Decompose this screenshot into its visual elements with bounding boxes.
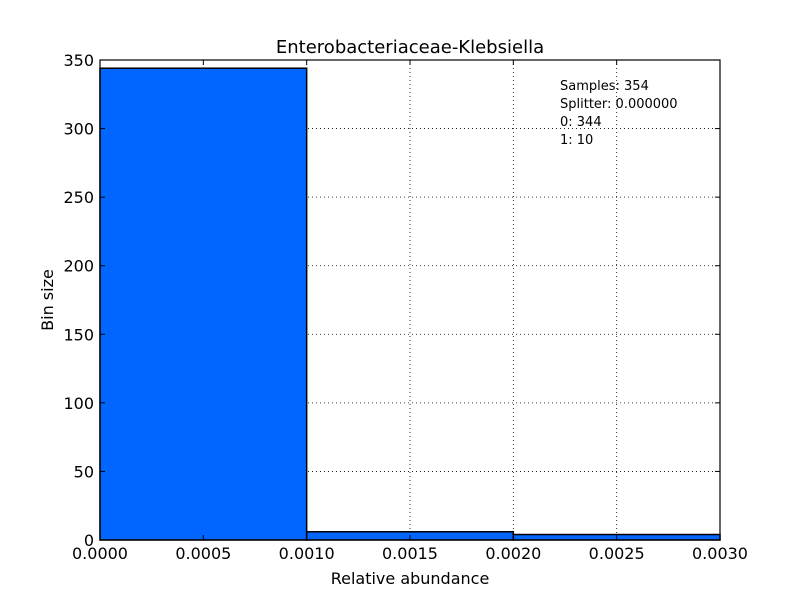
axis-ticks [99,59,721,541]
y-tick-label: 350 [63,51,94,70]
x-tick-label: 0.0025 [589,544,645,563]
chart-title: Enterobacteriaceae-Klebsiella [276,37,544,58]
y-tick-labels: 0 50 100 150 200 250 300 350 [63,51,94,550]
x-tick-label: 0.0000 [72,544,128,563]
y-tick-label: 100 [63,394,94,413]
x-tick-label: 0.0010 [279,544,335,563]
y-axis-label: Bin size [38,269,57,331]
x-tick-label: 0.0030 [692,544,748,563]
stats-annotation: Samples: 354 Splitter: 0.000000 0: 344 1: 1… [560,79,678,148]
y-tick-label: 200 [63,257,94,276]
x-tick-labels: 0.0000 0.0005 0.0010 0.0015 0.0020 0.0025 0.00… [72,544,748,563]
annotation-line: Samples: 354 [560,79,649,94]
x-tick-label: 0.0015 [382,544,438,563]
y-tick-label: 250 [63,188,94,207]
x-tick-label: 0.0020 [485,544,541,563]
annotation-line: 1: 10 [560,133,593,148]
y-tick-label: 300 [63,120,94,139]
y-tick-label: 150 [63,325,94,344]
histogram-bar-0 [99,67,308,541]
y-tick-label: 50 [74,462,94,481]
annotation-line: 0: 344 [560,115,602,130]
y-tick-label: 0 [84,531,94,550]
x-axis-label: Relative abundance [331,569,490,588]
x-tick-label: 0.0005 [175,544,231,563]
annotation-line: Splitter: 0.000000 [560,97,678,112]
